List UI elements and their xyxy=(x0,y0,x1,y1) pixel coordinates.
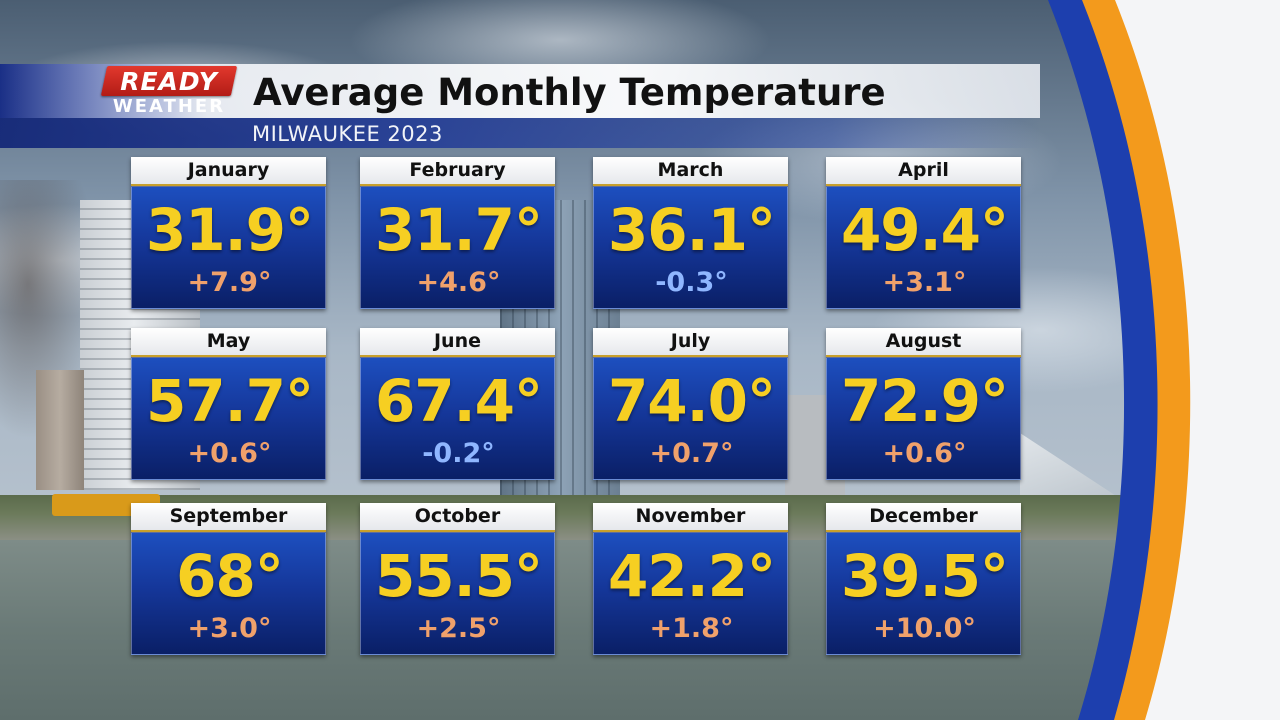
month-name: October xyxy=(360,503,555,532)
average-temperature: 31.7° xyxy=(374,196,543,264)
month-body: 36.1° -0.3° xyxy=(593,186,788,309)
month-tile-may: May 57.7° +0.6° xyxy=(131,328,326,480)
logo-weather-text: WEATHER xyxy=(112,96,226,117)
month-body: 57.7° +0.6° xyxy=(131,357,326,480)
month-body: 72.9° +0.6° xyxy=(826,357,1021,480)
temperature-departure: +0.7° xyxy=(649,438,734,469)
month-body: 49.4° +3.1° xyxy=(826,186,1021,309)
month-name: December xyxy=(826,503,1021,532)
temperature-departure: -0.2° xyxy=(422,438,495,469)
temperature-departure: +10.0° xyxy=(873,613,976,644)
average-temperature: 31.9° xyxy=(145,196,314,264)
average-temperature: 39.5° xyxy=(840,542,1009,610)
month-tile-january: January 31.9° +7.9° xyxy=(131,157,326,309)
month-tile-february: February 31.7° +4.6° xyxy=(360,157,555,309)
month-name: July xyxy=(593,328,788,357)
ready-weather-logo: READY WEATHER xyxy=(100,66,238,118)
temperature-departure: +1.8° xyxy=(649,613,734,644)
temperature-departure: +3.0° xyxy=(187,613,272,644)
average-temperature: 74.0° xyxy=(607,367,776,435)
month-tile-march: March 36.1° -0.3° xyxy=(593,157,788,309)
month-tile-september: September 68° +3.0° xyxy=(131,503,326,655)
average-temperature: 72.9° xyxy=(840,367,1009,435)
temperature-departure: +4.6° xyxy=(416,267,501,298)
month-name: September xyxy=(131,503,326,532)
average-temperature: 57.7° xyxy=(145,367,314,435)
month-tile-october: October 55.5° +2.5° xyxy=(360,503,555,655)
month-name: November xyxy=(593,503,788,532)
temperature-departure: +2.5° xyxy=(416,613,501,644)
average-temperature: 42.2° xyxy=(607,542,776,610)
month-body: 39.5° +10.0° xyxy=(826,532,1021,655)
temperature-departure: +0.6° xyxy=(882,438,967,469)
subtitle-bar xyxy=(0,118,1040,148)
page-title: Average Monthly Temperature xyxy=(253,71,886,114)
month-tile-april: April 49.4° +3.1° xyxy=(826,157,1021,309)
month-body: 31.7° +4.6° xyxy=(360,186,555,309)
month-name: February xyxy=(360,157,555,186)
average-temperature: 55.5° xyxy=(374,542,543,610)
page-subtitle: MILWAUKEE 2023 xyxy=(252,122,443,146)
month-body: 68° +3.0° xyxy=(131,532,326,655)
month-name: March xyxy=(593,157,788,186)
month-name: April xyxy=(826,157,1021,186)
month-name: January xyxy=(131,157,326,186)
month-tile-december: December 39.5° +10.0° xyxy=(826,503,1021,655)
temperature-departure: +0.6° xyxy=(187,438,272,469)
average-temperature: 49.4° xyxy=(840,196,1009,264)
month-tile-july: July 74.0° +0.7° xyxy=(593,328,788,480)
month-body: 67.4° -0.2° xyxy=(360,357,555,480)
average-temperature: 67.4° xyxy=(374,367,543,435)
month-tile-november: November 42.2° +1.8° xyxy=(593,503,788,655)
temperature-departure: -0.3° xyxy=(655,267,728,298)
temperature-departure: +7.9° xyxy=(187,267,272,298)
temperature-departure: +3.1° xyxy=(882,267,967,298)
month-name: June xyxy=(360,328,555,357)
average-temperature: 36.1° xyxy=(607,196,776,264)
month-tile-june: June 67.4° -0.2° xyxy=(360,328,555,480)
month-body: 55.5° +2.5° xyxy=(360,532,555,655)
month-name: August xyxy=(826,328,1021,357)
month-tile-august: August 72.9° +0.6° xyxy=(826,328,1021,480)
month-name: May xyxy=(131,328,326,357)
brick-building xyxy=(36,370,84,490)
month-body: 74.0° +0.7° xyxy=(593,357,788,480)
month-body: 31.9° +7.9° xyxy=(131,186,326,309)
logo-ready-text: READY xyxy=(120,67,218,96)
average-temperature: 68° xyxy=(176,542,284,610)
month-body: 42.2° +1.8° xyxy=(593,532,788,655)
